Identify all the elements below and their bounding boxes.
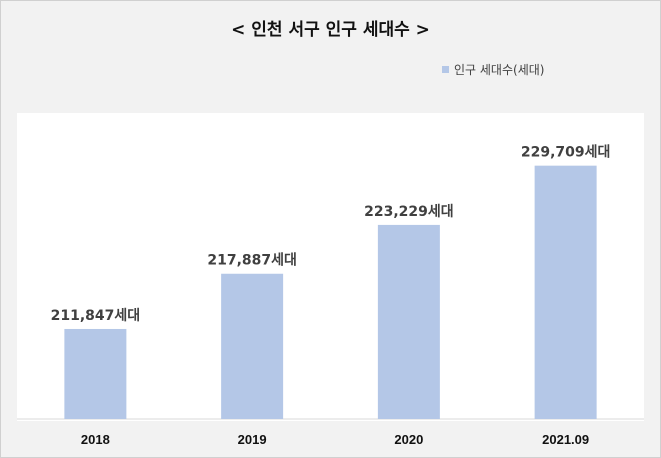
bar-2020: [377, 224, 440, 419]
bar-2019: [221, 273, 284, 419]
x-tick-label-2019: 2019: [238, 432, 267, 447]
legend: 인구 세대수(세대): [442, 61, 544, 78]
legend-label: 인구 세대수(세대): [454, 63, 545, 77]
x-tick-label-2021.09: 2021.09: [542, 432, 589, 447]
data-label-2021.09: 229,709세대: [521, 145, 611, 161]
data-label-2019: 217,887세대: [207, 253, 297, 269]
data-label-2020: 223,229세대: [364, 204, 454, 220]
bar-2018: [64, 328, 127, 419]
chart-title: < 인천 서구 인구 세대수 >: [231, 20, 430, 40]
legend-swatch: [442, 66, 449, 73]
bar-2021.09: [534, 165, 597, 419]
x-tick-label-2020: 2020: [394, 432, 423, 447]
data-label-2018: 211,847세대: [51, 308, 141, 324]
x-tick-label-2018: 2018: [81, 432, 110, 447]
